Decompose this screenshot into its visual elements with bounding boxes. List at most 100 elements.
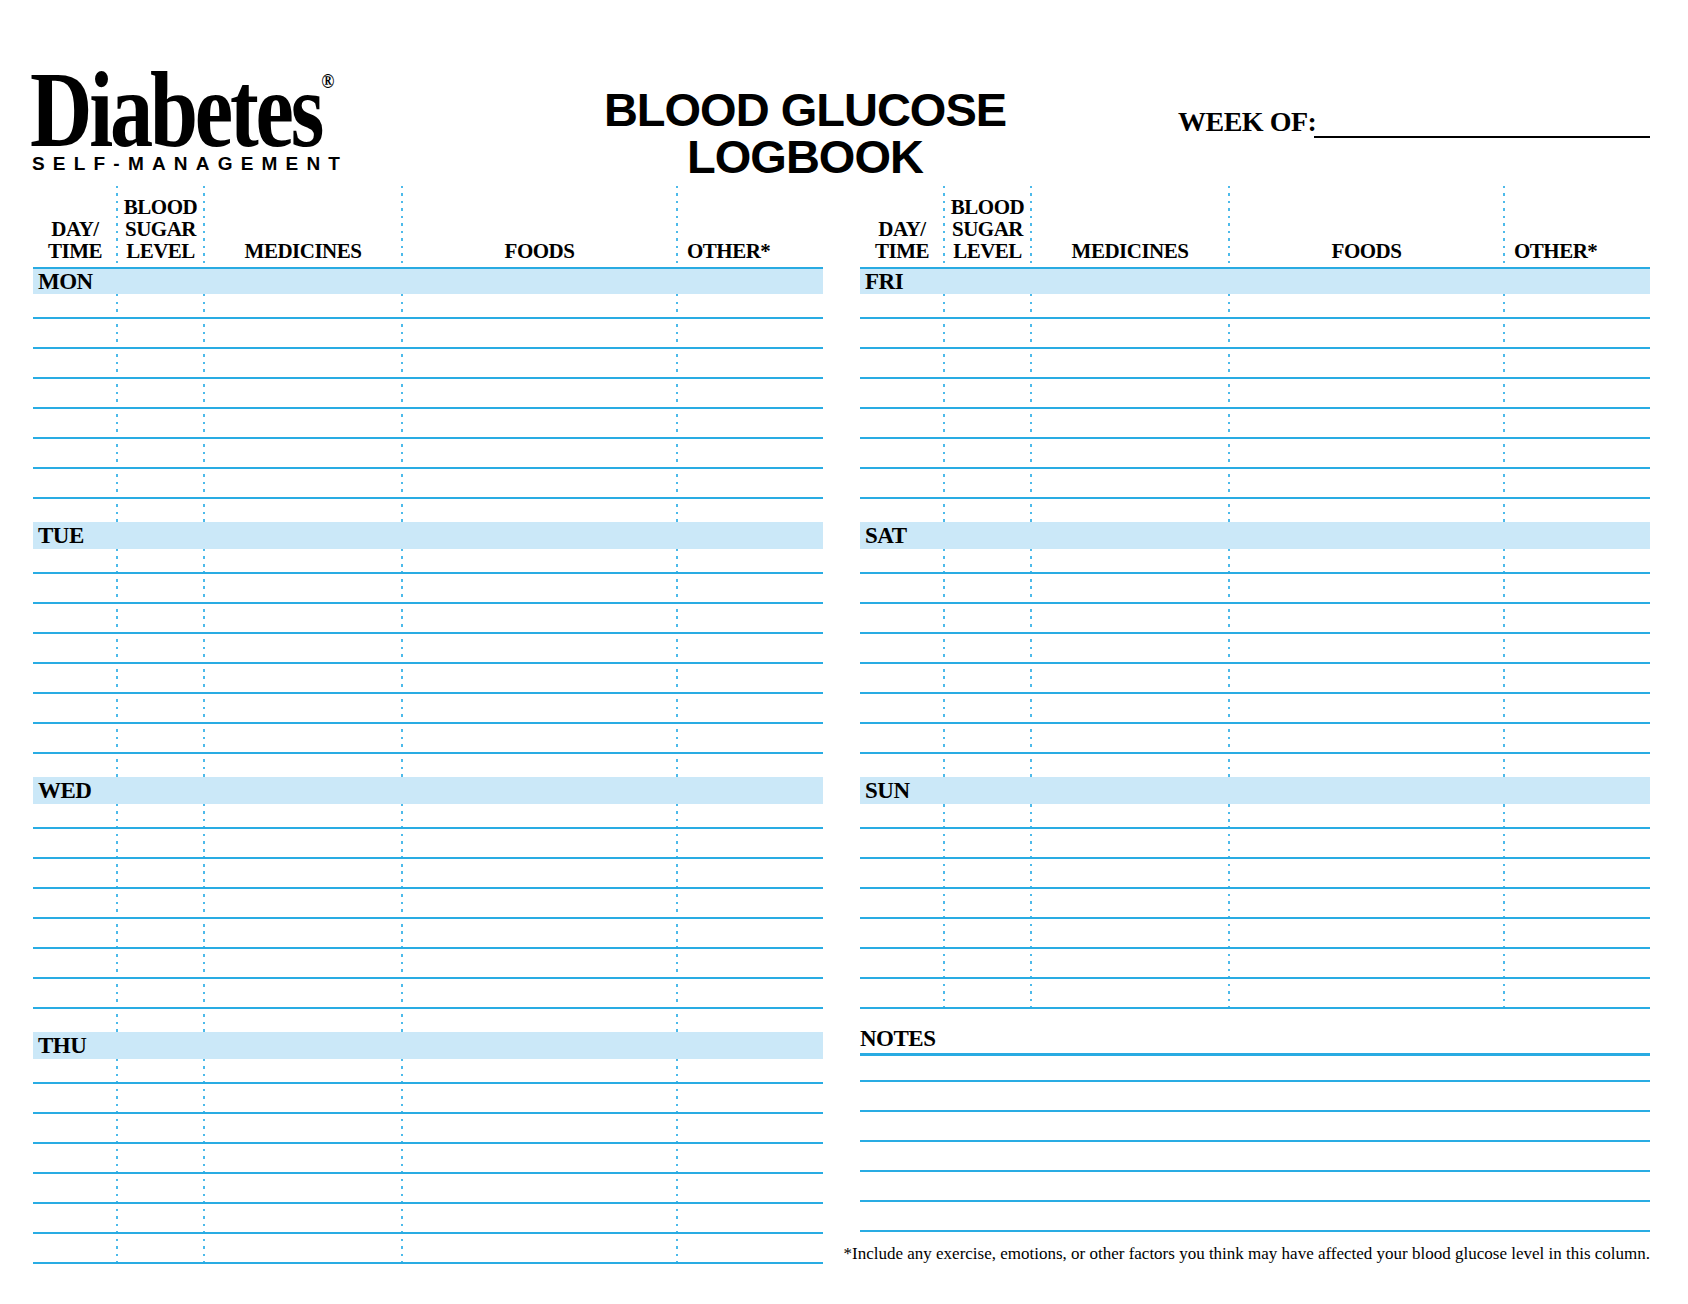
log-row[interactable] [860,859,1650,889]
note-row[interactable] [860,1202,1650,1232]
day-rows [33,549,823,777]
note-row[interactable] [860,1142,1650,1172]
log-row[interactable] [860,349,1650,379]
day-section-sun: SUN [860,777,1650,1009]
notes-rows [860,1056,1650,1232]
column-header-foods: FOODS [1229,240,1504,267]
day-section-sat: SAT [860,522,1650,777]
day-section-fri: FRI [860,267,1650,522]
log-table-right: DAY/ TIME BLOOD SUGAR LEVEL MEDICINES FO… [860,186,1650,1009]
log-row[interactable] [33,1204,823,1234]
column-header-foods: FOODS [402,240,677,267]
footnote: *Include any exercise, emotions, or othe… [844,1244,1650,1264]
notes-label: NOTES [860,1026,1650,1052]
column-header-day-time: DAY/ TIME [860,218,944,267]
log-row[interactable] [33,379,823,409]
note-row[interactable] [860,1056,1650,1082]
log-row[interactable] [860,919,1650,949]
day-rows [860,549,1650,777]
log-row[interactable] [860,634,1650,664]
log-row[interactable] [33,664,823,694]
day-bar: FRI [860,267,1650,294]
log-row[interactable] [860,294,1650,319]
log-row[interactable] [33,1144,823,1174]
log-row[interactable] [860,889,1650,919]
log-row[interactable] [33,1084,823,1114]
log-row[interactable] [860,499,1650,522]
log-row[interactable] [33,804,823,829]
week-of-line[interactable] [1314,110,1650,138]
log-row[interactable] [860,664,1650,694]
column-header-other: OTHER* [677,240,823,267]
log-row[interactable] [33,574,823,604]
day-rows [33,1059,823,1264]
log-row[interactable] [860,694,1650,724]
logo-brand-text: Diabetes [30,50,321,169]
day-label: WED [38,778,91,803]
log-row[interactable] [33,439,823,469]
log-row[interactable] [33,1009,823,1032]
log-row[interactable] [860,319,1650,349]
log-row[interactable] [860,409,1650,439]
log-row[interactable] [33,829,823,859]
log-row[interactable] [33,694,823,724]
column-header-row: DAY/ TIME BLOOD SUGAR LEVEL MEDICINES FO… [860,186,1650,267]
day-label: FRI [865,269,903,294]
log-row[interactable] [33,859,823,889]
day-section-thu: THU [33,1032,823,1264]
log-row[interactable] [33,949,823,979]
log-row[interactable] [33,1174,823,1204]
log-row[interactable] [33,499,823,522]
column-header-day-time: DAY/ TIME [33,218,117,267]
log-row[interactable] [33,1234,823,1264]
column-header-blood-sugar-level: BLOOD SUGAR LEVEL [117,196,204,267]
log-row[interactable] [33,549,823,574]
log-row[interactable] [860,804,1650,829]
registered-mark: ® [321,68,334,93]
log-row[interactable] [860,724,1650,754]
day-bar: MON [33,267,823,294]
note-row[interactable] [860,1082,1650,1112]
log-row[interactable] [33,1059,823,1084]
column-header-blood-sugar-level: BLOOD SUGAR LEVEL [944,196,1031,267]
day-bar: WED [33,777,823,804]
note-row[interactable] [860,1172,1650,1202]
log-row[interactable] [33,294,823,319]
log-row[interactable] [33,604,823,634]
day-rows [33,294,823,522]
log-row[interactable] [860,754,1650,777]
day-rows [860,804,1650,1009]
log-row[interactable] [860,549,1650,574]
log-row[interactable] [33,919,823,949]
notes-section: NOTES [860,1014,1650,1232]
note-row[interactable] [860,1112,1650,1142]
log-row[interactable] [860,574,1650,604]
column-header-medicines: MEDICINES [1031,240,1229,267]
page: Diabetes® SELF-MANAGEMENT BLOOD GLUCOSE … [0,0,1688,1304]
log-row[interactable] [860,604,1650,634]
page-title-line-2: LOGBOOK [555,133,1055,180]
page-title-line-1: BLOOD GLUCOSE [555,86,1055,133]
log-row[interactable] [33,1114,823,1144]
day-rows [33,804,823,1032]
log-row[interactable] [860,379,1650,409]
log-row[interactable] [33,889,823,919]
log-row[interactable] [860,979,1650,1009]
log-row[interactable] [860,469,1650,499]
log-row[interactable] [33,469,823,499]
log-row[interactable] [33,634,823,664]
day-label: TUE [38,523,84,548]
log-row[interactable] [860,439,1650,469]
log-row[interactable] [33,724,823,754]
day-section-mon: MON [33,267,823,522]
log-row[interactable] [860,829,1650,859]
log-row[interactable] [33,349,823,379]
page-title: BLOOD GLUCOSE LOGBOOK [555,86,1055,180]
log-row[interactable] [33,754,823,777]
log-row[interactable] [33,319,823,349]
log-row[interactable] [860,949,1650,979]
log-row[interactable] [33,979,823,1009]
day-bar: TUE [33,522,823,549]
day-section-tue: TUE [33,522,823,777]
log-row[interactable] [33,409,823,439]
